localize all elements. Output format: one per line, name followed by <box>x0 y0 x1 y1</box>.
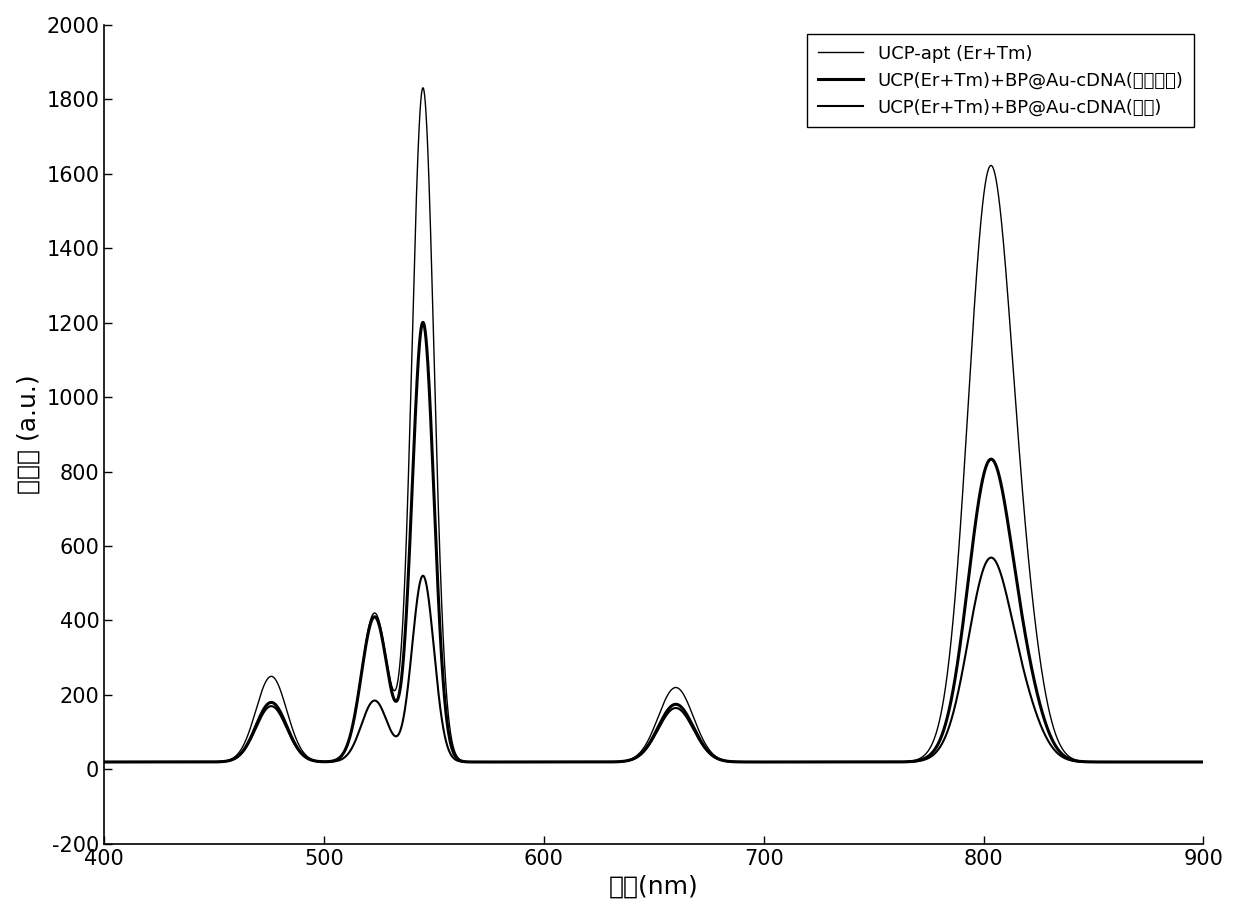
UCP-apt (Er+Tm) <box>1138 757 1153 768</box>
X-axis label: 波长(nm): 波长(nm) <box>609 875 698 899</box>
UCP(Er+Tm)+BP@Au-cDNA(正四面体) <box>102 757 117 768</box>
UCP(Er+Tm)+BP@Au-cDNA(正四面体) <box>312 756 327 767</box>
UCP(Er+Tm)+BP@Au-cDNA(正四面体) <box>1138 757 1153 768</box>
UCP-apt (Er+Tm) <box>312 756 327 767</box>
UCP(Er+Tm)+BP@Au-cDNA(正四面体) <box>143 757 157 768</box>
UCP(Er+Tm)+BP@Au-cDNA(单链) <box>162 757 177 768</box>
UCP(Er+Tm)+BP@Au-cDNA(单链) <box>1195 757 1210 768</box>
UCP(Er+Tm)+BP@Au-cDNA(正四面体) <box>162 757 177 768</box>
UCP(Er+Tm)+BP@Au-cDNA(单链) <box>312 756 327 767</box>
UCP-apt (Er+Tm) <box>415 82 430 93</box>
UCP-apt (Er+Tm) <box>1195 757 1210 768</box>
UCP-apt (Er+Tm) <box>143 757 157 768</box>
UCP-apt (Er+Tm) <box>634 745 649 756</box>
UCP(Er+Tm)+BP@Au-cDNA(单链) <box>634 748 649 759</box>
Legend: UCP-apt (Er+Tm), UCP(Er+Tm)+BP@Au-cDNA(正四面体), UCP(Er+Tm)+BP@Au-cDNA(单链): UCP-apt (Er+Tm), UCP(Er+Tm)+BP@Au-cDNA(正… <box>807 34 1194 127</box>
UCP(Er+Tm)+BP@Au-cDNA(单链) <box>1138 757 1153 768</box>
UCP(Er+Tm)+BP@Au-cDNA(单链) <box>983 552 998 563</box>
Line: UCP(Er+Tm)+BP@Au-cDNA(单链): UCP(Er+Tm)+BP@Au-cDNA(单链) <box>104 557 1203 762</box>
UCP(Er+Tm)+BP@Au-cDNA(单链) <box>102 757 117 768</box>
UCP(Er+Tm)+BP@Au-cDNA(正四面体) <box>1195 757 1210 768</box>
Line: UCP-apt (Er+Tm): UCP-apt (Er+Tm) <box>104 88 1203 762</box>
UCP-apt (Er+Tm) <box>162 757 177 768</box>
Line: UCP(Er+Tm)+BP@Au-cDNA(正四面体): UCP(Er+Tm)+BP@Au-cDNA(正四面体) <box>104 322 1203 762</box>
UCP(Er+Tm)+BP@Au-cDNA(正四面体) <box>97 757 112 768</box>
UCP(Er+Tm)+BP@Au-cDNA(正四面体) <box>634 748 649 759</box>
UCP(Er+Tm)+BP@Au-cDNA(单链) <box>143 757 157 768</box>
Y-axis label: 荧光値 (a.u.): 荧光値 (a.u.) <box>16 374 41 494</box>
UCP(Er+Tm)+BP@Au-cDNA(单链) <box>97 757 112 768</box>
UCP-apt (Er+Tm) <box>97 757 112 768</box>
UCP(Er+Tm)+BP@Au-cDNA(正四面体) <box>415 317 430 328</box>
UCP-apt (Er+Tm) <box>102 757 117 768</box>
